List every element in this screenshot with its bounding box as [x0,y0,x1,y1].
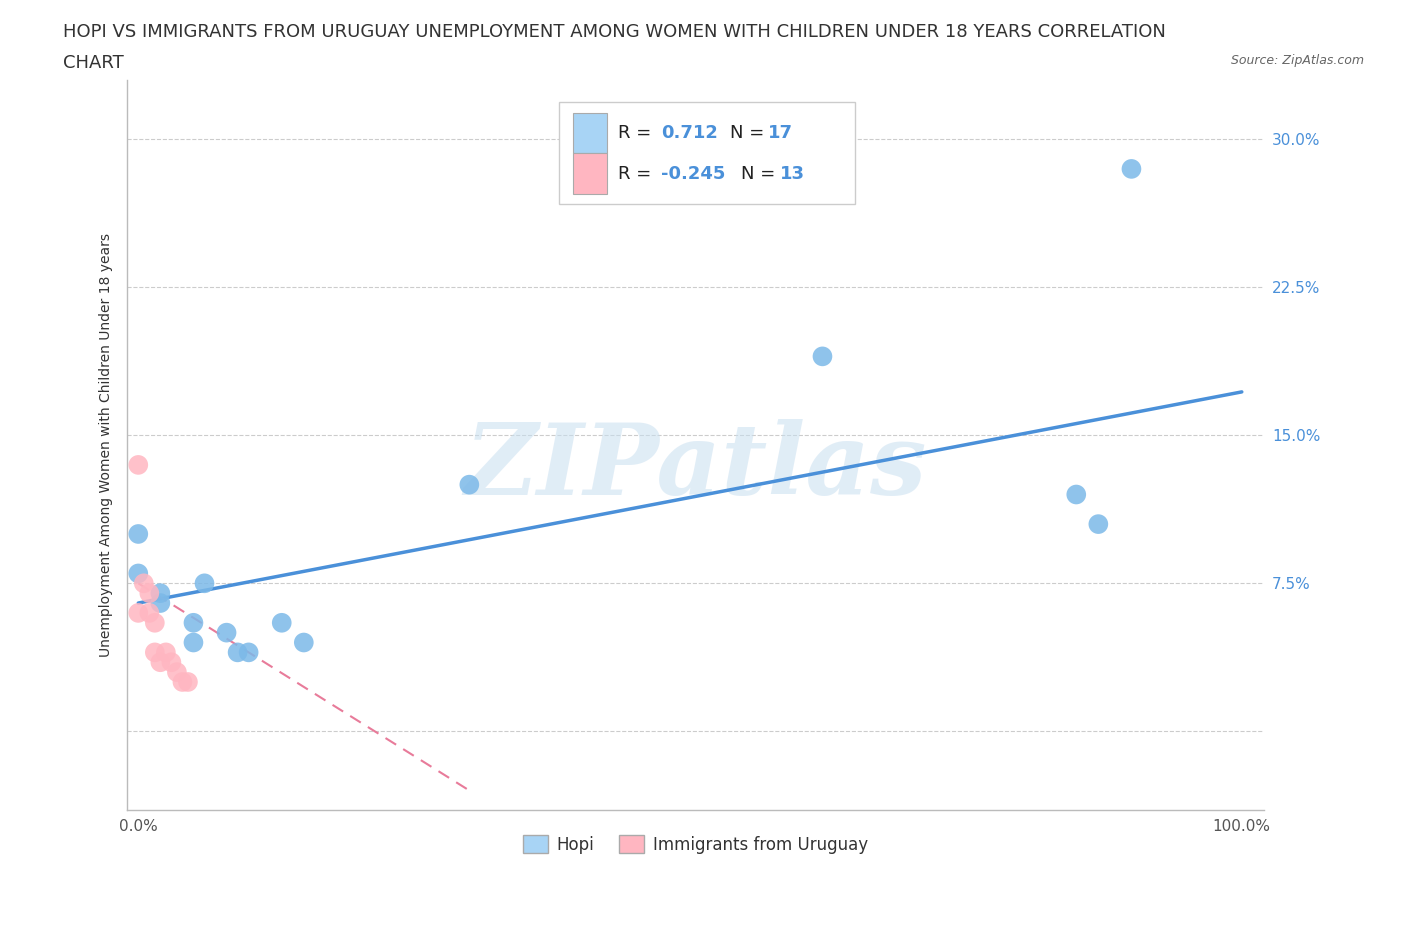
Point [138,586,160,601]
FancyBboxPatch shape [560,102,855,205]
Point [183,635,205,650]
Bar [572,153,607,193]
Point [238,644,260,659]
Text: ZIPatlas: ZIPatlas [464,418,927,515]
Text: R =: R = [619,165,657,182]
Point [149,586,172,601]
Point [149,655,172,670]
Text: Source: ZipAtlas.com: Source: ZipAtlas.com [1230,54,1364,67]
Point [177,674,200,689]
Text: N =: N = [730,124,769,141]
Text: R =: R = [619,124,657,141]
Point [143,644,166,659]
Point [127,458,149,472]
Text: HOPI VS IMMIGRANTS FROM URUGUAY UNEMPLOYMENT AMONG WOMEN WITH CHILDREN UNDER 18 : HOPI VS IMMIGRANTS FROM URUGUAY UNEMPLOY… [63,23,1166,41]
Text: CHART: CHART [63,54,124,72]
Point [155,644,177,659]
Point [292,635,315,650]
Text: 0.712: 0.712 [661,124,718,141]
Point [226,644,249,659]
Point [138,605,160,620]
Point [166,665,188,680]
Point [127,566,149,581]
Point [1121,162,1143,177]
Point [458,477,481,492]
Point [127,605,149,620]
Point [270,616,292,631]
Point [149,595,172,610]
Point [193,576,215,591]
Point [132,576,155,591]
Text: 13: 13 [780,165,804,182]
Point [215,625,238,640]
Text: 17: 17 [768,124,793,141]
Text: -0.245: -0.245 [661,165,725,182]
Point [1064,487,1087,502]
Point [127,526,149,541]
Text: N =: N = [741,165,780,182]
Point [172,674,194,689]
Legend: Hopi, Immigrants from Uruguay: Hopi, Immigrants from Uruguay [516,829,875,860]
Bar [572,113,607,153]
Point [1087,517,1109,532]
Point [811,349,834,364]
Y-axis label: Unemployment Among Women with Children Under 18 years: Unemployment Among Women with Children U… [100,233,114,658]
Point [160,655,183,670]
Point [183,616,205,631]
Point [143,616,166,631]
